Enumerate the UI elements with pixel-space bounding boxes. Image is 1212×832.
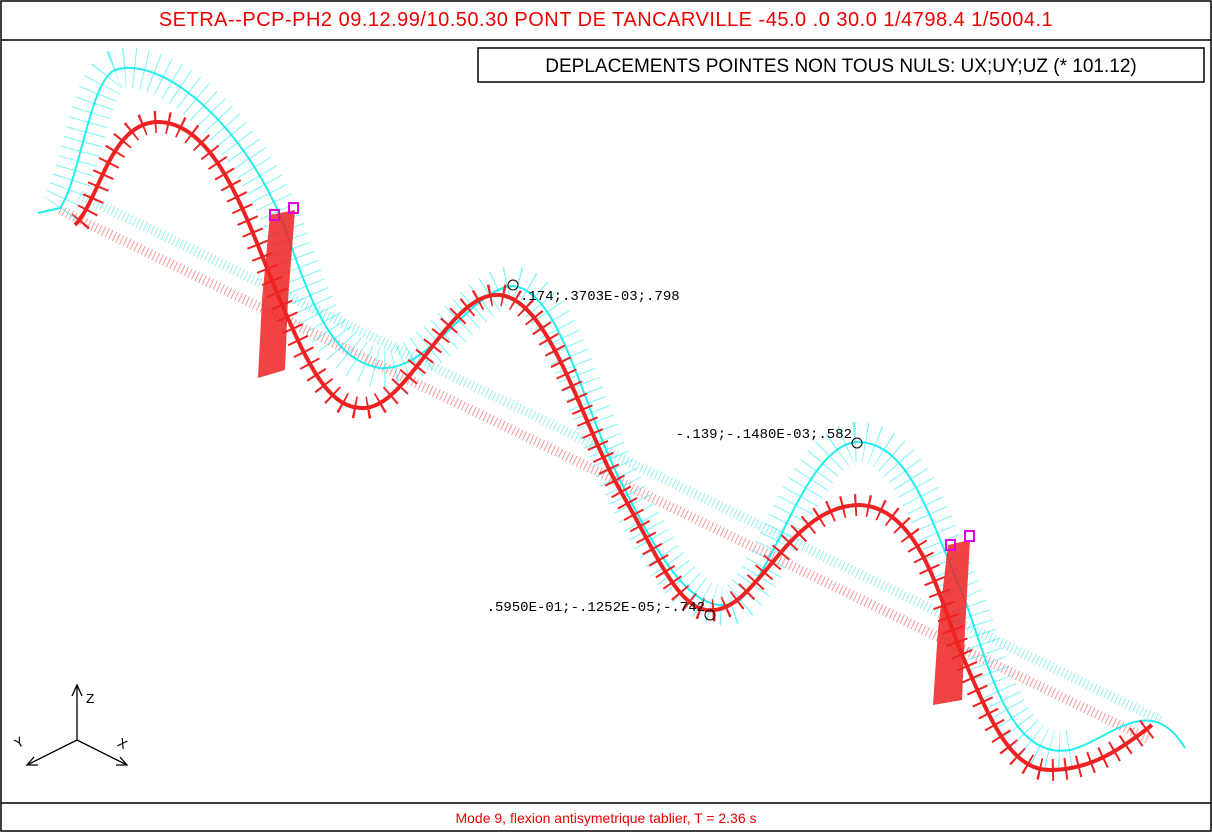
plot-page: SETRA--PCP-PH2 09.12.99/10.50.30 PONT DE… xyxy=(0,0,1212,832)
header-title: SETRA--PCP-PH2 09.12.99/10.50.30 PONT DE… xyxy=(159,9,1053,31)
footer-caption: Mode 9, flexion antisymetrique tablier, … xyxy=(455,810,756,826)
axis-label-z: Z xyxy=(86,692,94,708)
annotation: .174;.3703E-03;.798 xyxy=(520,289,680,305)
annotation: -.139;-.1480E-03;.582 xyxy=(676,427,852,443)
annotation: .5950E-01;-.1252E-05;-.742 xyxy=(487,600,705,616)
legend-text: DEPLACEMENTS POINTES NON TOUS NULS: UX;U… xyxy=(545,56,1136,77)
